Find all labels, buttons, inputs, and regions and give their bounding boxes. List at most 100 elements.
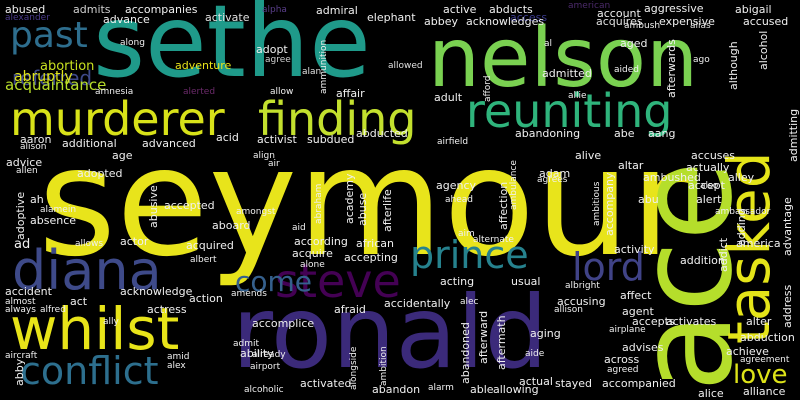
word: accused xyxy=(743,15,789,28)
word: abortion xyxy=(40,59,95,74)
word: advance xyxy=(103,13,150,26)
word: reuniting xyxy=(466,84,673,138)
word: advantage xyxy=(781,197,794,256)
word: act xyxy=(70,295,88,308)
word: airfield xyxy=(437,137,469,147)
word: abu xyxy=(638,193,659,206)
word: advises xyxy=(622,341,664,354)
word: past xyxy=(10,15,88,56)
word: allowing xyxy=(493,383,539,396)
word: acquire xyxy=(292,247,333,260)
word: accompanies xyxy=(125,3,198,16)
word: admiral xyxy=(316,4,358,17)
word: ambassador xyxy=(715,207,771,217)
word: afterward xyxy=(477,310,490,364)
word: acknowledge xyxy=(120,285,193,298)
word: ambitious xyxy=(592,181,602,226)
word: also xyxy=(700,181,719,191)
word: alexander xyxy=(5,13,50,23)
word: acquaintance xyxy=(5,76,107,94)
word: alert xyxy=(696,193,722,206)
word: achieve xyxy=(726,345,769,358)
word: ability xyxy=(240,347,274,360)
word: ago xyxy=(693,55,710,65)
word: acting xyxy=(440,275,475,288)
word: additional xyxy=(62,137,117,150)
word: airport xyxy=(250,362,281,372)
word: accident xyxy=(5,285,52,298)
word: abandoning xyxy=(515,127,581,140)
word: action xyxy=(189,292,223,305)
word: admit xyxy=(233,339,260,349)
word: usual xyxy=(511,275,541,288)
word: across xyxy=(604,353,640,366)
word: accepting xyxy=(344,251,398,264)
word: alone xyxy=(300,260,325,270)
word: affection xyxy=(497,181,510,230)
word: always xyxy=(5,305,36,315)
word: actual xyxy=(519,375,553,388)
word: alcoholic xyxy=(244,385,284,395)
word: aboard xyxy=(212,219,251,232)
word: abandoned xyxy=(459,322,472,384)
word: aide xyxy=(525,349,545,359)
word: advice xyxy=(6,156,43,169)
word: alias xyxy=(690,21,711,31)
word: alex xyxy=(167,361,186,371)
word: address xyxy=(781,284,794,328)
word: allen xyxy=(16,166,38,176)
word: adopt xyxy=(256,43,288,56)
word: aid xyxy=(292,223,306,233)
word: ah xyxy=(30,193,44,206)
word: alerted xyxy=(183,87,216,97)
word: conflict xyxy=(20,349,159,393)
word: alan xyxy=(302,67,322,77)
word: whilst xyxy=(10,295,180,363)
word: adventure xyxy=(175,59,232,72)
word: alternate xyxy=(473,235,514,245)
word: align xyxy=(253,151,275,161)
word: ammunition xyxy=(319,39,329,94)
word: abruptly xyxy=(14,69,73,85)
word: aging xyxy=(530,327,561,340)
word: alter xyxy=(746,315,772,328)
word: african xyxy=(356,237,394,250)
word: sethe xyxy=(93,0,371,100)
word: accepted xyxy=(164,199,215,212)
word: abby xyxy=(13,358,26,386)
word: diana xyxy=(12,239,162,302)
word: activated xyxy=(300,377,352,390)
word: alley xyxy=(728,171,755,184)
word: account xyxy=(597,7,641,20)
word: alice xyxy=(698,387,724,400)
word: murderer xyxy=(10,92,225,146)
word: referred xyxy=(12,66,93,90)
word: agreed xyxy=(607,365,639,375)
word: expensive xyxy=(659,15,715,28)
word: according xyxy=(294,235,348,248)
word: come xyxy=(235,265,313,298)
word: agree xyxy=(265,55,291,65)
word: albert xyxy=(190,255,217,265)
word: absence xyxy=(30,214,77,227)
word: acquires xyxy=(596,15,643,28)
word: actor xyxy=(120,235,149,248)
word: abduction xyxy=(740,331,795,344)
word: abraham xyxy=(314,183,324,224)
word: afraid xyxy=(334,303,366,316)
word: age xyxy=(112,149,133,162)
word: adult xyxy=(434,91,463,104)
word: aftermath xyxy=(495,315,508,370)
word: al xyxy=(544,39,553,49)
word: aang xyxy=(648,127,676,140)
word: ambulance xyxy=(509,160,519,210)
word: adam xyxy=(539,167,571,180)
word: albright xyxy=(565,281,600,291)
word: abe xyxy=(614,127,635,140)
word: abusive xyxy=(147,185,160,228)
word: air xyxy=(268,159,280,169)
word: aided xyxy=(614,65,639,75)
word: almost xyxy=(5,297,36,307)
word: aggressive xyxy=(644,2,704,15)
